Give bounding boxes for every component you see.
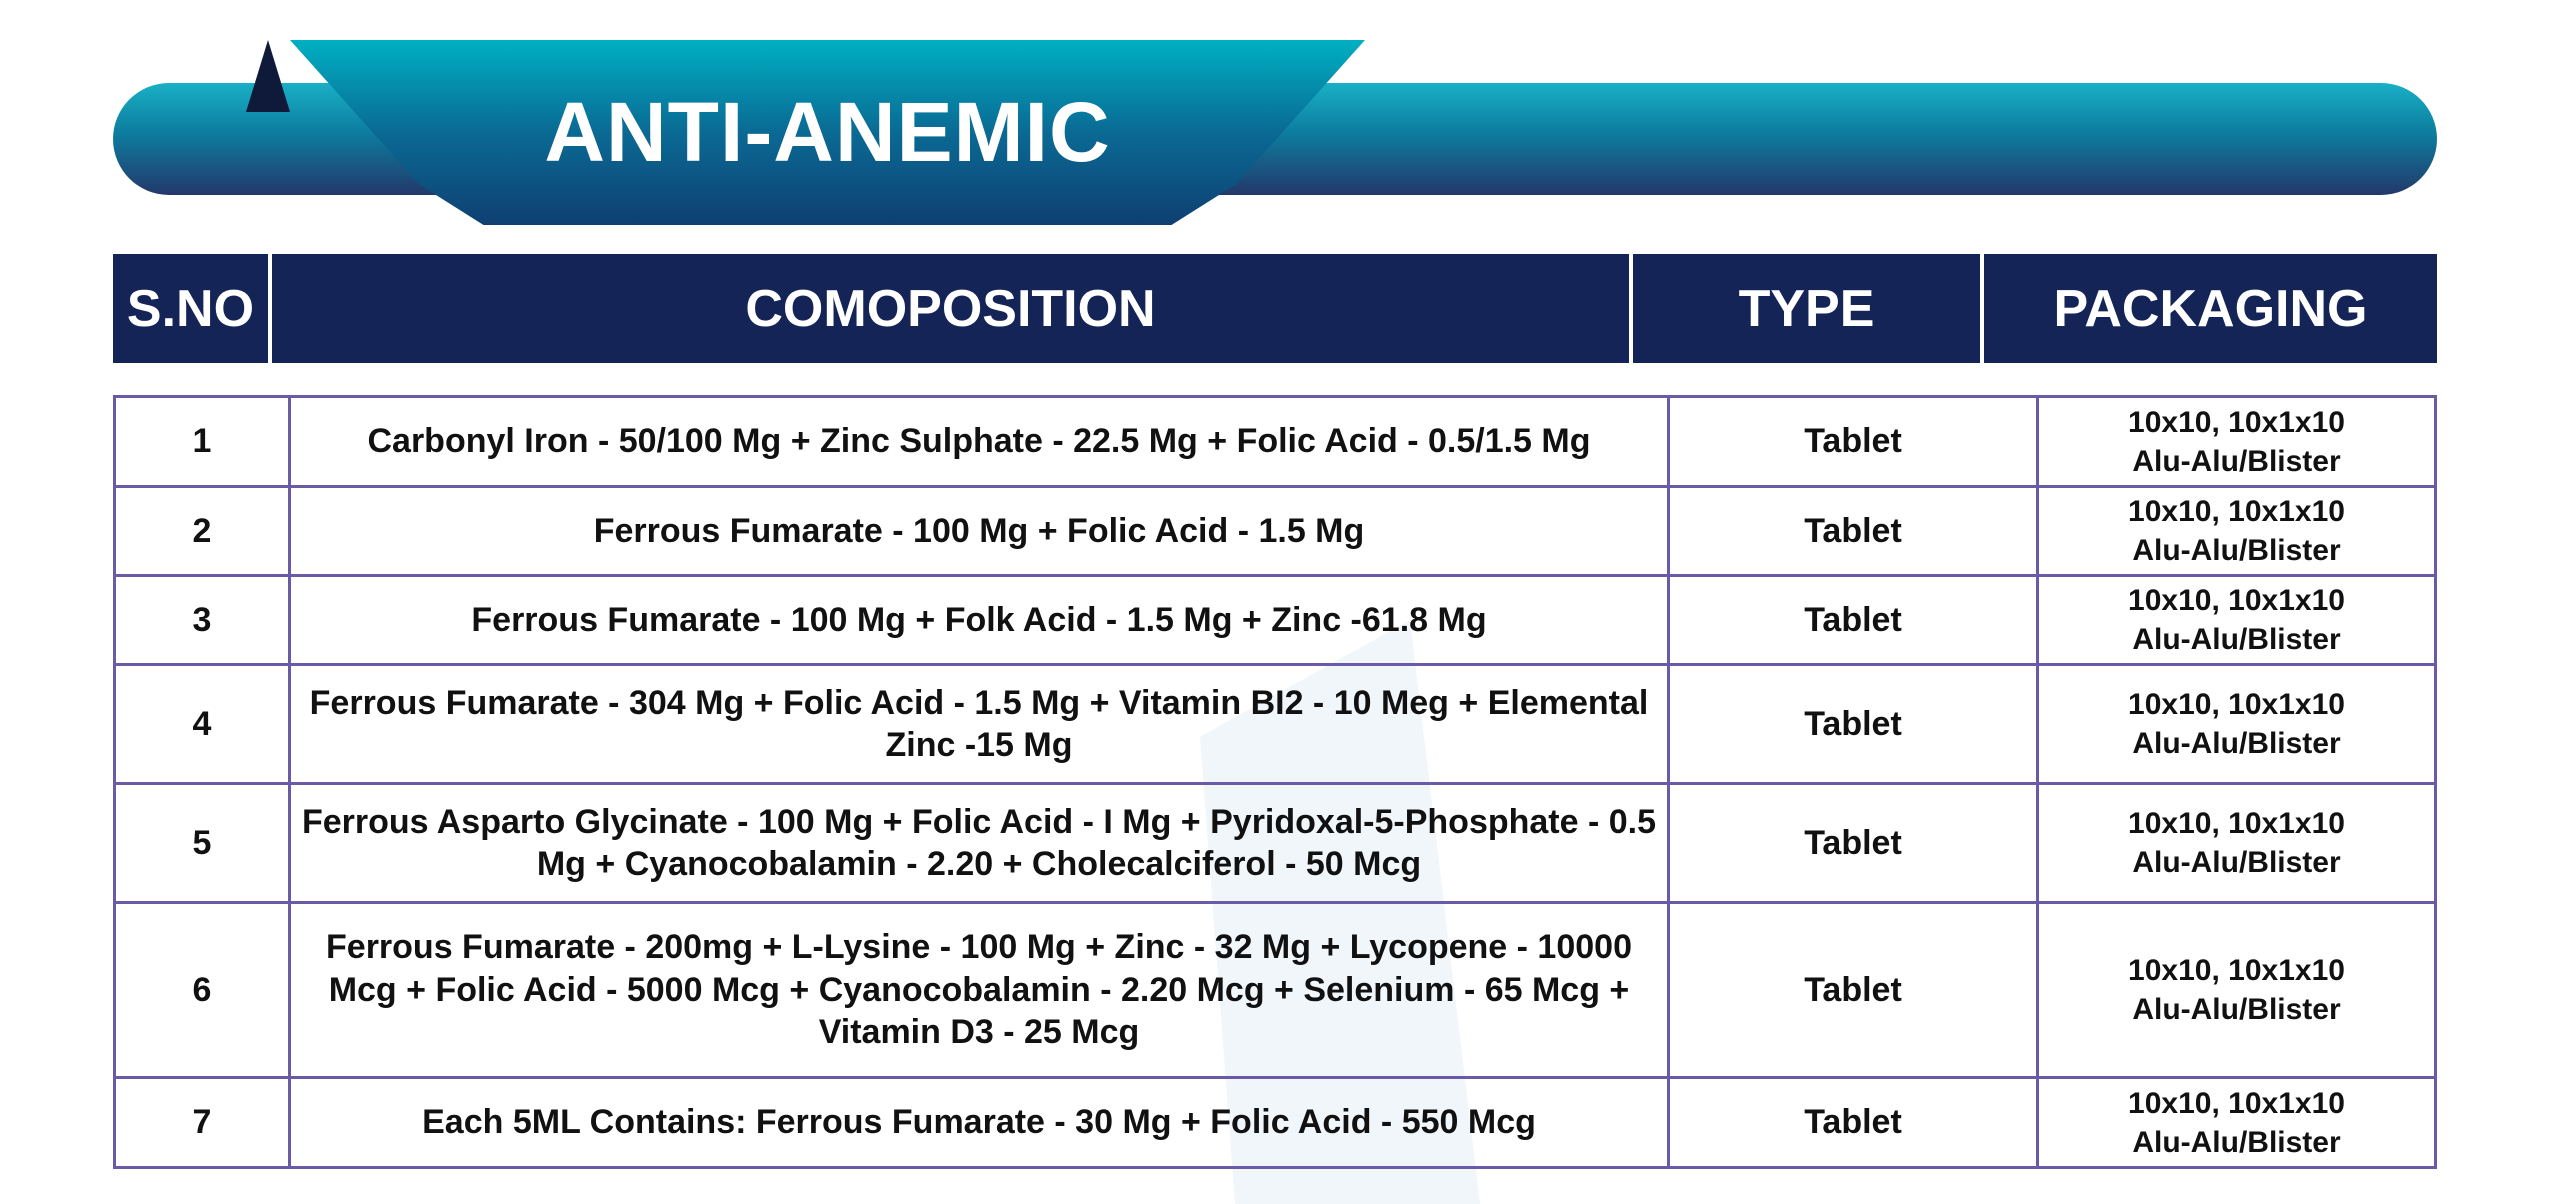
cell-type: Tablet xyxy=(1667,901,2039,1079)
header-type: TYPE xyxy=(1633,254,1980,363)
cell-type: Tablet xyxy=(1667,485,2039,577)
cell-packaging: 10x10, 10x1x10 Alu-Alu/Blister xyxy=(2036,901,2437,1079)
cell-composition: Ferrous Asparto Glycinate - 100 Mg + Fol… xyxy=(288,782,1670,904)
packaging-sizes: 10x10, 10x1x10 xyxy=(2128,688,2345,721)
table-row: 1 Carbonyl Iron - 50/100 Mg + Zinc Sulph… xyxy=(113,395,2437,488)
header-composition: COMOPOSITION xyxy=(272,254,1629,363)
cell-packaging: 10x10, 10x1x10 Alu-Alu/Blister xyxy=(2036,1076,2437,1169)
cell-sno: 4 xyxy=(113,663,291,785)
cell-composition: Ferrous Fumarate - 100 Mg + Folic Acid -… xyxy=(288,485,1670,577)
page-title: ANTI-ANEMIC xyxy=(544,85,1111,179)
cell-type: Tablet xyxy=(1667,395,2039,488)
cell-type: Tablet xyxy=(1667,574,2039,666)
packaging-sizes: 10x10, 10x1x10 xyxy=(2128,807,2345,840)
packaging-type: Alu-Alu/Blister xyxy=(2132,534,2341,567)
header-packaging: PACKAGING xyxy=(1984,254,2437,363)
table-row: 6 Ferrous Fumarate - 200mg + L-Lysine - … xyxy=(113,901,2437,1079)
cell-sno: 6 xyxy=(113,901,291,1079)
cell-sno: 5 xyxy=(113,782,291,904)
ribbon-fold-left xyxy=(246,40,290,112)
cell-sno: 1 xyxy=(113,395,291,488)
cell-composition: Ferrous Fumarate - 304 Mg + Folic Acid -… xyxy=(288,663,1670,785)
packaging-sizes: 10x10, 10x1x10 xyxy=(2128,1086,2345,1120)
cell-packaging: 10x10, 10x1x10 Alu-Alu/Blister xyxy=(2036,395,2437,488)
cell-sno: 2 xyxy=(113,485,291,577)
packaging-type: Alu-Alu/Blister xyxy=(2132,444,2341,478)
cell-packaging: 10x10, 10x1x10 Alu-Alu/Blister xyxy=(2036,663,2437,785)
table-row: 2 Ferrous Fumarate - 100 Mg + Folic Acid… xyxy=(113,485,2437,577)
packaging-sizes: 10x10, 10x1x10 xyxy=(2128,954,2345,987)
cell-sno: 7 xyxy=(113,1076,291,1169)
cell-type: Tablet xyxy=(1667,1076,2039,1169)
cell-type: Tablet xyxy=(1667,663,2039,785)
table-row: 3 Ferrous Fumarate - 100 Mg + Folk Acid … xyxy=(113,574,2437,666)
cell-sno: 3 xyxy=(113,574,291,666)
table-row: 7 Each 5ML Contains: Ferrous Fumarate - … xyxy=(113,1076,2437,1169)
title-ribbon xyxy=(290,40,1365,225)
header-sno: S.NO xyxy=(113,254,268,363)
packaging-type: Alu-Alu/Blister xyxy=(2132,993,2341,1026)
cell-packaging: 10x10, 10x1x10 Alu-Alu/Blister xyxy=(2036,574,2437,666)
table-row: 5 Ferrous Asparto Glycinate - 100 Mg + F… xyxy=(113,782,2437,904)
cell-composition: Ferrous Fumarate - 200mg + L-Lysine - 10… xyxy=(288,901,1670,1079)
cell-composition: Carbonyl Iron - 50/100 Mg + Zinc Sulphat… xyxy=(288,395,1670,488)
cell-packaging: 10x10, 10x1x10 Alu-Alu/Blister xyxy=(2036,782,2437,904)
packaging-type: Alu-Alu/Blister xyxy=(2132,846,2341,879)
packaging-sizes: 10x10, 10x1x10 xyxy=(2128,584,2345,617)
packaging-type: Alu-Alu/Blister xyxy=(2132,623,2341,656)
cell-type: Tablet xyxy=(1667,782,2039,904)
cell-packaging: 10x10, 10x1x10 Alu-Alu/Blister xyxy=(2036,485,2437,577)
packaging-type: Alu-Alu/Blister xyxy=(2132,727,2341,760)
packaging-type: Alu-Alu/Blister xyxy=(2132,1125,2341,1159)
cell-composition: Each 5ML Contains: Ferrous Fumarate - 30… xyxy=(288,1076,1670,1169)
packaging-sizes: 10x10, 10x1x10 xyxy=(2128,495,2345,528)
cell-composition: Ferrous Fumarate - 100 Mg + Folk Acid - … xyxy=(288,574,1670,666)
product-table: 1 Carbonyl Iron - 50/100 Mg + Zinc Sulph… xyxy=(113,395,2437,1169)
table-row: 4 Ferrous Fumarate - 304 Mg + Folic Acid… xyxy=(113,663,2437,785)
packaging-sizes: 10x10, 10x1x10 xyxy=(2128,405,2345,439)
